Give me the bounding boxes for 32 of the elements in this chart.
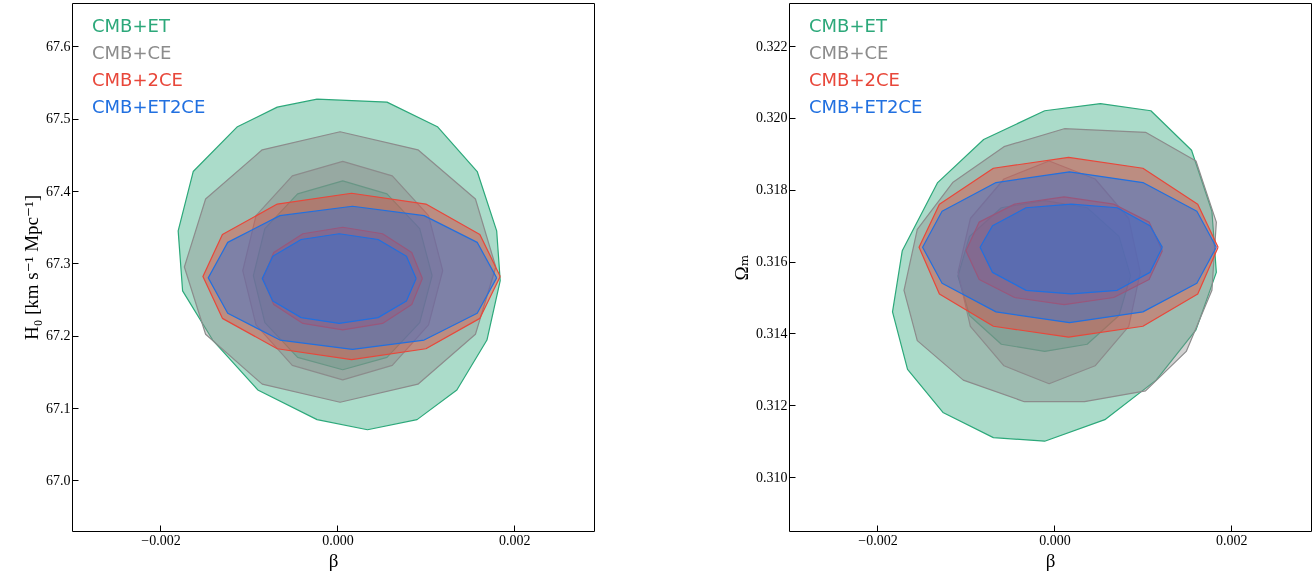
x-axis-title: β xyxy=(1045,549,1056,571)
y-tick-label: 67.6 xyxy=(46,38,71,54)
y-tick-label: 0.320 xyxy=(756,110,788,126)
x-tick-label: 0.002 xyxy=(499,532,531,548)
y-tick-label: 67.5 xyxy=(46,111,71,127)
y-tick-label: 67.1 xyxy=(46,400,71,416)
x-tick-label: −0.002 xyxy=(858,532,898,548)
y-tick-label: 67.4 xyxy=(46,183,71,199)
text: CMB+ET xyxy=(809,15,888,36)
y-tick-label: 0.312 xyxy=(756,397,788,413)
text: CMB+2CE xyxy=(92,69,183,90)
y-tick-label: 0.318 xyxy=(756,182,788,198)
y-axis-title: Ωₘ xyxy=(731,254,752,281)
x-tick-label: 0.000 xyxy=(1039,532,1071,548)
y-tick-label: 0.314 xyxy=(756,325,788,341)
text: CMB+2CE xyxy=(809,69,900,90)
x-tick-label: 0.002 xyxy=(1216,532,1248,548)
text: CMB+CE xyxy=(809,42,889,63)
x-axis-title: β xyxy=(328,549,339,571)
y-tick-label: 0.310 xyxy=(756,469,788,485)
text: CMB+CE xyxy=(92,42,172,63)
y-tick-label: 0.316 xyxy=(756,254,788,270)
text: CMB+ET2CE xyxy=(809,96,923,117)
text: CMB+ET2CE xyxy=(92,96,206,117)
y-tick-label: 67.0 xyxy=(46,472,71,488)
x-tick-label: 0.000 xyxy=(322,532,354,548)
text: CMB+ET xyxy=(92,15,171,36)
x-tick-label: −0.002 xyxy=(141,532,181,548)
y-tick-label: 67.2 xyxy=(46,328,71,344)
y-tick-label: 0.322 xyxy=(756,38,788,54)
y-tick-label: 67.3 xyxy=(46,255,71,271)
y-axis-title: H₀ [km s⁻¹ Mpc⁻¹] xyxy=(21,194,42,341)
